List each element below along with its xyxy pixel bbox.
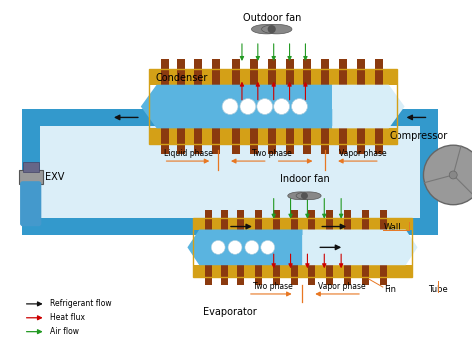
Text: Compressor: Compressor: [389, 131, 447, 141]
Bar: [326, 210, 333, 285]
Bar: [309, 210, 315, 285]
Bar: [273, 210, 280, 285]
Text: Evaporator: Evaporator: [203, 307, 257, 317]
Bar: [212, 59, 220, 154]
Bar: [344, 210, 351, 285]
Polygon shape: [332, 85, 405, 128]
Circle shape: [449, 171, 457, 179]
Bar: [362, 210, 369, 285]
Bar: [19, 170, 43, 184]
Bar: [291, 210, 298, 285]
Bar: [193, 218, 411, 230]
Circle shape: [423, 145, 474, 205]
Bar: [193, 265, 411, 277]
Polygon shape: [262, 24, 292, 34]
Bar: [193, 218, 411, 277]
Polygon shape: [288, 192, 313, 200]
Circle shape: [228, 240, 242, 254]
Polygon shape: [187, 230, 302, 265]
Text: Indoor fan: Indoor fan: [280, 174, 329, 184]
Circle shape: [240, 99, 256, 115]
Polygon shape: [141, 85, 332, 128]
Bar: [237, 210, 244, 285]
Bar: [23, 162, 39, 172]
Bar: [40, 126, 420, 218]
Bar: [149, 128, 397, 144]
Text: Tube: Tube: [428, 284, 448, 294]
Bar: [161, 59, 169, 154]
Bar: [420, 108, 438, 236]
Bar: [221, 210, 228, 285]
Text: Outdoor fan: Outdoor fan: [243, 13, 301, 23]
Circle shape: [257, 99, 273, 115]
Polygon shape: [296, 192, 321, 200]
Text: Air flow: Air flow: [50, 327, 79, 336]
FancyBboxPatch shape: [21, 182, 41, 225]
Bar: [205, 210, 212, 285]
Bar: [303, 59, 311, 154]
Text: Fin: Fin: [384, 284, 396, 294]
Circle shape: [273, 99, 290, 115]
Bar: [268, 59, 276, 154]
Text: Two phase: Two phase: [253, 282, 292, 291]
Bar: [380, 210, 387, 285]
Circle shape: [211, 240, 225, 254]
Bar: [255, 210, 262, 285]
Circle shape: [301, 193, 307, 199]
Bar: [22, 218, 438, 236]
Bar: [375, 59, 383, 154]
Text: Heat flux: Heat flux: [50, 313, 84, 322]
Text: Refrigerant flow: Refrigerant flow: [50, 299, 111, 308]
Circle shape: [292, 99, 308, 115]
Circle shape: [245, 240, 259, 254]
Bar: [22, 108, 40, 236]
Polygon shape: [252, 24, 282, 34]
Text: Two phase: Two phase: [252, 149, 292, 158]
Bar: [339, 59, 347, 154]
Bar: [250, 59, 258, 154]
Bar: [149, 69, 397, 85]
Bar: [232, 59, 240, 154]
Bar: [321, 59, 329, 154]
Polygon shape: [302, 230, 418, 265]
Text: Liquid phase: Liquid phase: [164, 149, 213, 158]
Bar: [286, 59, 293, 154]
Bar: [177, 59, 185, 154]
Text: EXV: EXV: [45, 172, 64, 182]
Text: Condenser: Condenser: [155, 73, 208, 83]
Circle shape: [261, 240, 275, 254]
Text: Vapor phase: Vapor phase: [339, 149, 387, 158]
Circle shape: [222, 99, 238, 115]
Circle shape: [268, 26, 275, 33]
Text: Vapor phase: Vapor phase: [319, 282, 366, 291]
Bar: [22, 108, 438, 126]
Bar: [149, 69, 397, 144]
Bar: [194, 59, 202, 154]
Text: Wall: Wall: [384, 223, 401, 232]
Bar: [357, 59, 365, 154]
